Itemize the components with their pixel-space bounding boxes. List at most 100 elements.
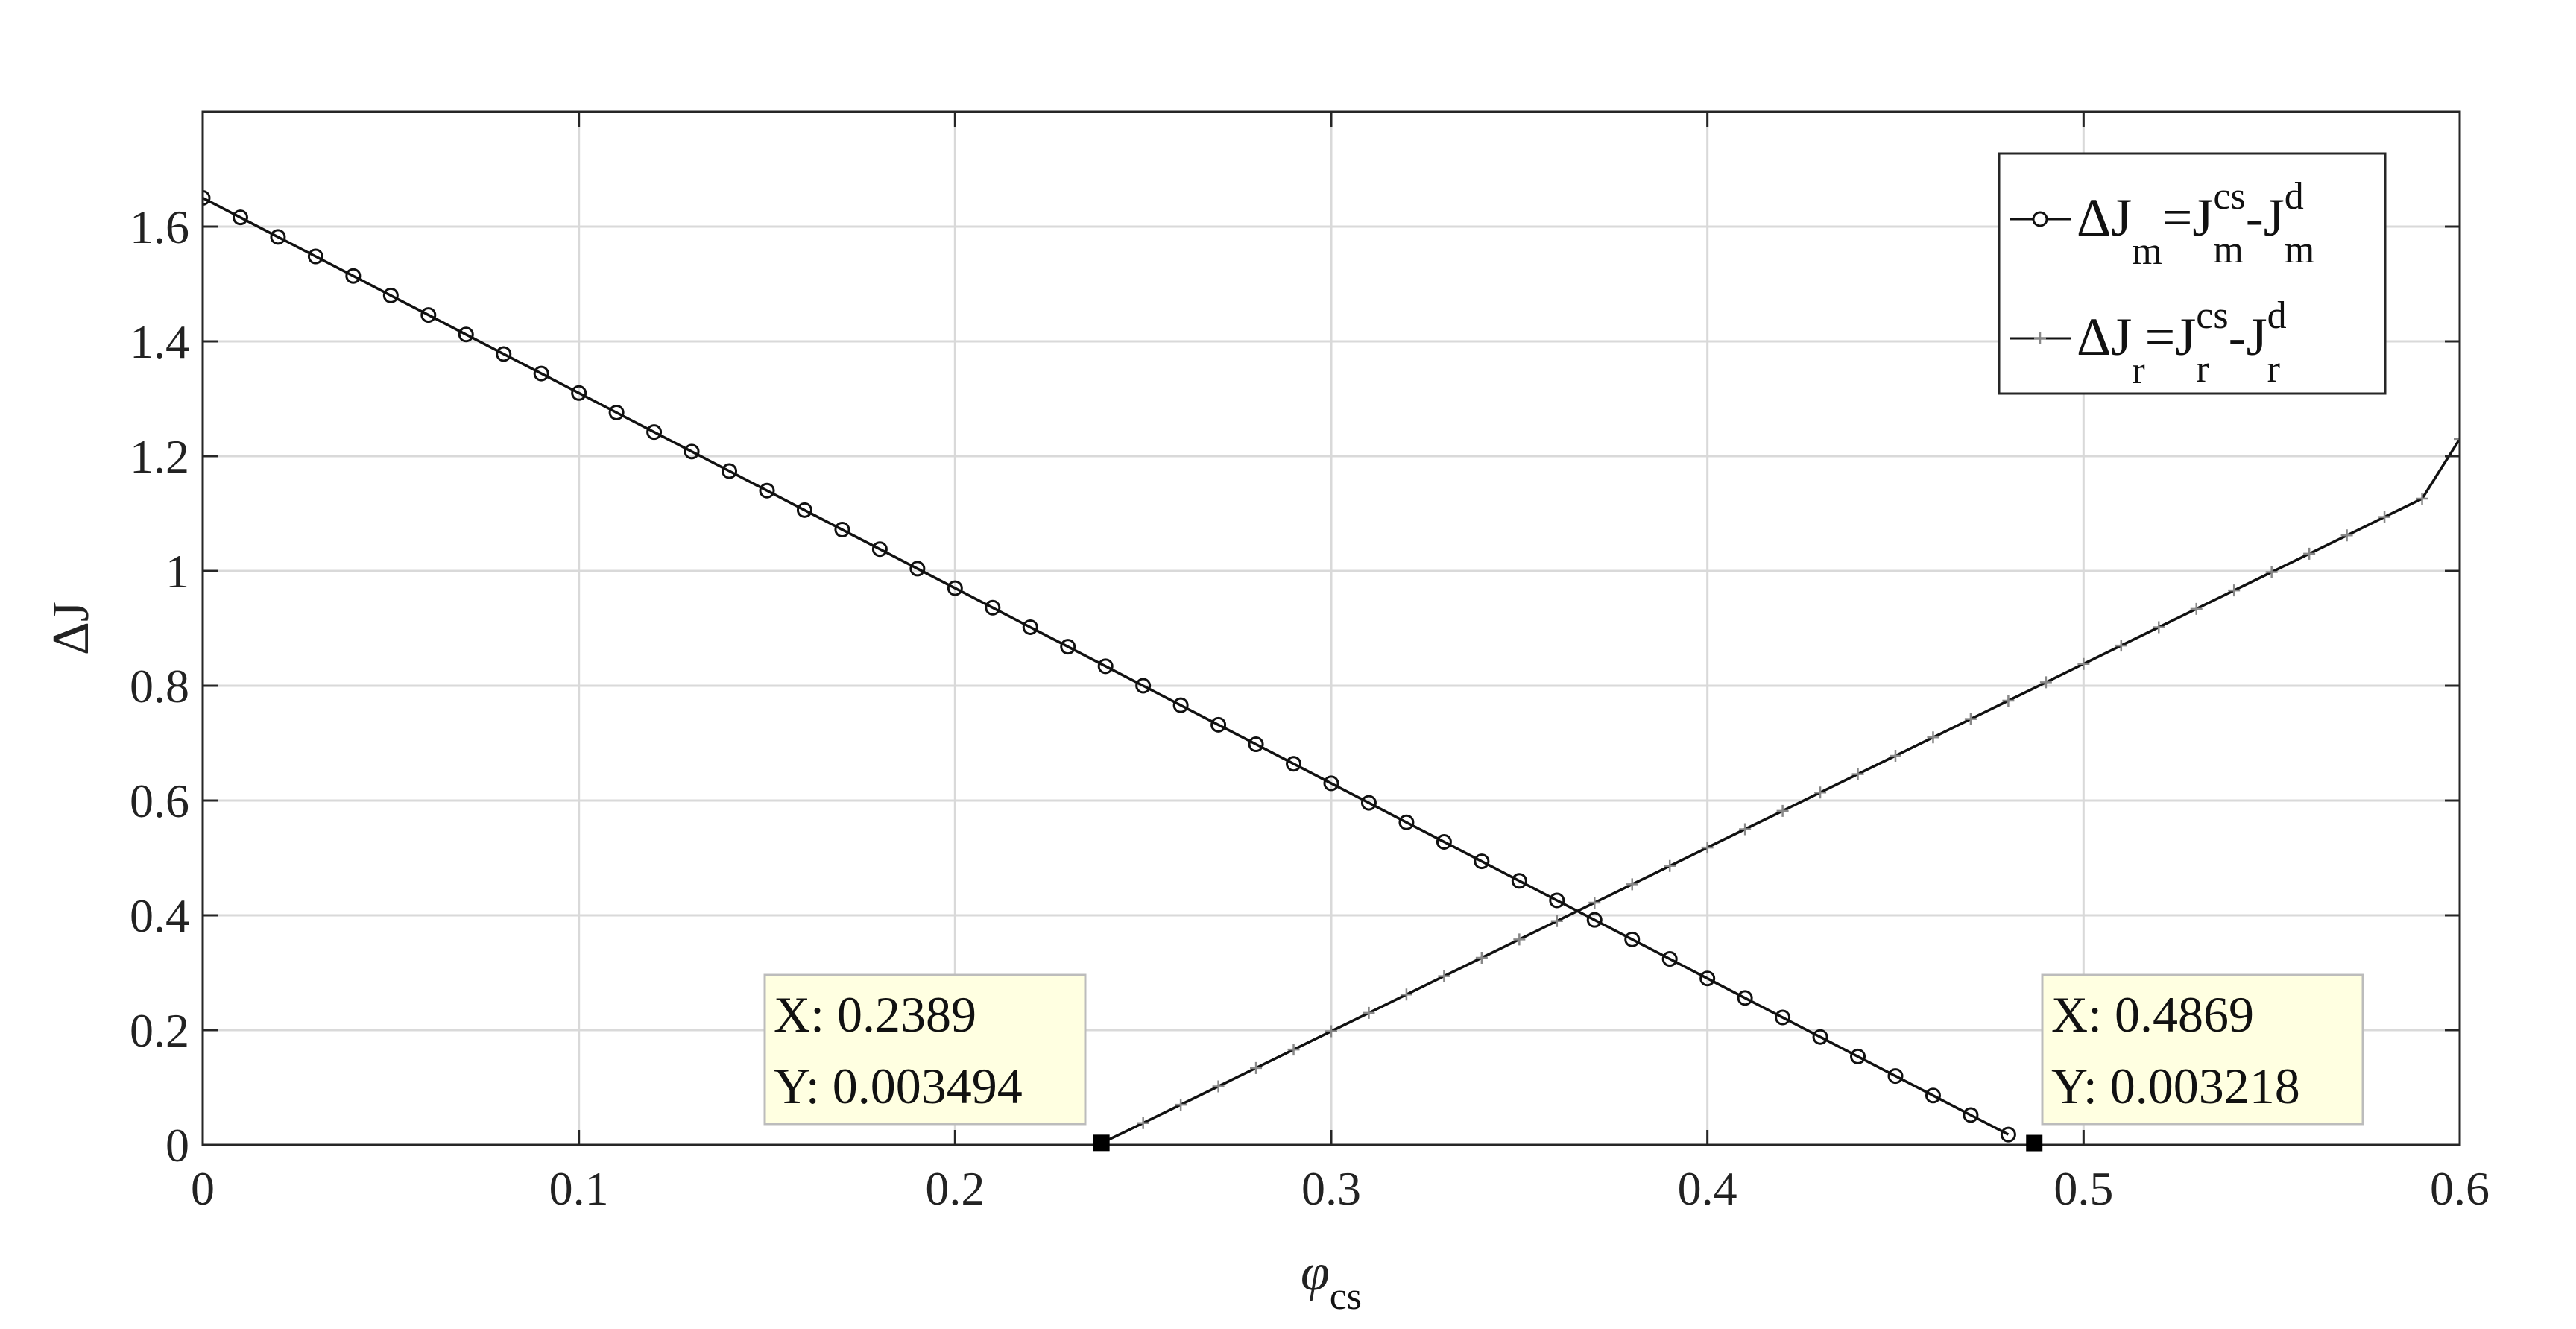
x-tick-label: 0.6 <box>2430 1162 2490 1215</box>
data-point <box>307 248 323 265</box>
legend-item-2[interactable]: ΔJr=Jcs r-Jd r <box>2010 294 2287 392</box>
data-point <box>2077 657 2090 670</box>
data-point <box>1210 716 1227 733</box>
y-tick-label: 1.2 <box>130 430 189 483</box>
y-tick-label: 0.2 <box>130 1004 189 1057</box>
data-point <box>684 443 700 460</box>
data-point <box>1436 833 1452 850</box>
data-point <box>232 209 248 226</box>
data-point <box>1701 842 1714 854</box>
data-point <box>1363 1006 1375 1019</box>
legend-label-part: m <box>2213 229 2243 271</box>
x-tick-label: 0.5 <box>2053 1162 2113 1215</box>
legend-label-part: ΔJ <box>2077 307 2132 367</box>
data-point <box>2454 432 2460 445</box>
datatip-1: X: 0.2389 Y: 0.003494 <box>763 973 1110 1152</box>
data-point <box>1586 912 1603 928</box>
data-point <box>1775 1009 1791 1026</box>
legend-label-part: ΔJ <box>2077 188 2132 247</box>
data-point <box>1814 786 1827 799</box>
data-point <box>1475 951 1488 964</box>
data-point <box>2303 547 2316 560</box>
data-point <box>871 541 888 558</box>
y-tick-label: 1.6 <box>130 201 189 253</box>
series-line <box>203 196 2010 1136</box>
x-tick-label: 0.1 <box>549 1162 609 1215</box>
data-point <box>909 561 926 577</box>
data-point <box>1925 1087 1941 1104</box>
y-tick-label: 1.4 <box>130 315 189 368</box>
data-point <box>1661 951 1678 967</box>
data-point <box>1286 756 1302 772</box>
y-tick-label: 1 <box>165 545 189 598</box>
y-tick-label: 0.4 <box>130 889 189 942</box>
legend-label-part: m <box>2132 230 2162 273</box>
x-tick-label: 0.4 <box>1678 1162 1737 1215</box>
x-axis-label: φcs <box>1301 1244 1362 1318</box>
data-point <box>1248 736 1264 753</box>
datatip-y: Y: 0.003494 <box>774 1058 1023 1114</box>
data-point <box>1739 823 1752 836</box>
data-point <box>203 190 211 206</box>
data-point <box>1852 768 1864 780</box>
data-point <box>1097 658 1114 675</box>
data-point <box>1513 933 1526 946</box>
y-tick-label: 0.6 <box>130 774 189 827</box>
datatip-x: X: 0.4869 <box>2051 986 2254 1043</box>
data-point <box>2002 695 2015 707</box>
data-point <box>2340 529 2353 542</box>
legend-label-part: cs <box>2213 175 2245 218</box>
x-axis-label-sub: cs <box>1330 1275 1362 1318</box>
data-point <box>420 307 437 323</box>
legend-label-part: -J <box>2246 188 2285 247</box>
data-point <box>1850 1048 1866 1064</box>
data-point <box>1137 1117 1149 1129</box>
data-point <box>270 229 286 245</box>
data-point <box>571 385 587 401</box>
data-point <box>759 482 775 499</box>
datatips: X: 0.2389 Y: 0.003494 X: 0.4869 Y: 0.003218 <box>763 973 2364 1152</box>
data-point <box>1626 878 1638 891</box>
data-point <box>985 599 1001 616</box>
legend-marker-sample <box>2034 332 2046 344</box>
legend-label-part: =J <box>2162 188 2214 247</box>
data-point <box>1812 1029 1828 1045</box>
legend-label-part: =J <box>2145 307 2197 367</box>
axis-ticks: 0 0.1 0.2 0.3 0.4 0.5 0.6 0 0.2 0.4 0.6 0.8 1 1.2 1.4 1… <box>130 112 2490 1215</box>
data-point <box>1172 697 1189 713</box>
data-point <box>1963 1107 1979 1123</box>
y-axis-label: ΔJ <box>42 602 100 655</box>
datatip-box <box>763 973 1087 1126</box>
datatip-box <box>2041 973 2364 1126</box>
data-point <box>1890 749 1901 762</box>
x-tick-label: 0.2 <box>925 1162 985 1215</box>
x-axis-label-main: φ <box>1301 1244 1330 1301</box>
data-point <box>382 287 399 303</box>
y-tick-label: 0.8 <box>130 660 189 713</box>
data-point <box>722 463 738 479</box>
data-point <box>1550 915 1563 927</box>
legend-label-part: r <box>2196 348 2209 391</box>
data-point <box>1511 873 1527 889</box>
legend-box <box>1998 152 2387 395</box>
data-point <box>1175 1099 1187 1111</box>
legend-label-part: m <box>2285 229 2314 271</box>
data-point <box>1624 931 1641 947</box>
data-point <box>1549 892 1565 909</box>
datatip-y: Y: 0.003218 <box>2051 1058 2300 1114</box>
data-point <box>2378 511 2391 523</box>
data-point <box>458 326 474 343</box>
series-layer <box>203 190 2460 1145</box>
data-point <box>1060 639 1076 655</box>
legend-item-1[interactable]: ΔJm=Jcs m-Jd m <box>2010 175 2314 273</box>
data-point <box>1438 970 1450 982</box>
data-point <box>1776 804 1789 817</box>
data-point <box>1022 619 1038 635</box>
data-point <box>1699 970 1716 987</box>
x-tick-label: 0.3 <box>1301 1162 1361 1215</box>
data-point <box>496 346 512 362</box>
data-point <box>834 522 850 538</box>
data-point <box>1250 1061 1263 1074</box>
